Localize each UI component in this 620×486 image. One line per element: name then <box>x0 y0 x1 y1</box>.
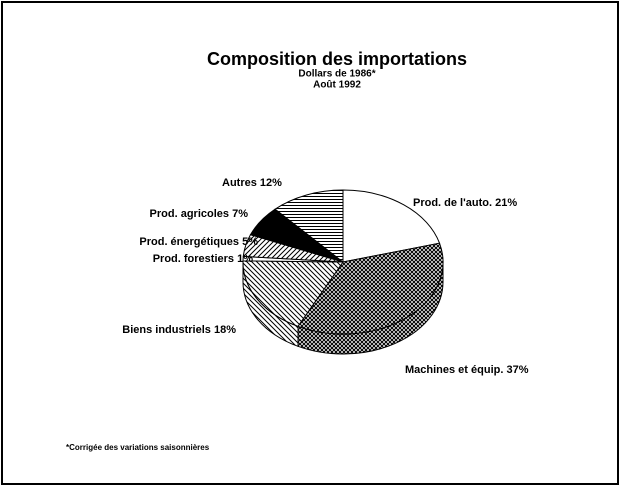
value-label: 37% <box>506 364 528 376</box>
category-name: Prod. agricoles <box>150 208 229 220</box>
value-label: 1% <box>237 253 253 265</box>
category-name: Autres <box>222 177 257 189</box>
pie <box>242 189 444 355</box>
slice-label: Biens industriels 18% <box>122 324 236 336</box>
value-label: 7% <box>232 208 248 220</box>
slice <box>274 189 344 264</box>
slice-label: Prod. agricoles 7% <box>150 208 249 220</box>
value-label: 12% <box>260 177 282 189</box>
value-label: 5% <box>242 236 258 248</box>
footnote: *Corrigée des variations saisonnières <box>66 443 210 452</box>
slice-label: Prod. forestiers 1% <box>153 253 253 265</box>
slice-label: Autres 12% <box>222 177 282 189</box>
slice-label: Machines et équip. 37% <box>405 364 529 376</box>
value-label: 21% <box>495 197 517 209</box>
category-name: Prod. forestiers <box>153 253 234 265</box>
slice-label: Prod. de l'auto. 21% <box>413 197 517 209</box>
slice <box>342 189 441 263</box>
category-name: Prod. énergétiques <box>139 236 239 248</box>
labels: Prod. de l'auto. 21% Machines et équip. 3… <box>122 177 528 376</box>
slice <box>297 242 444 335</box>
subtitle: Août 1992 <box>313 80 361 91</box>
category-name: Machines et équip. <box>405 364 503 376</box>
subtitle: Dollars de 1986* <box>298 69 375 80</box>
value-label: 18% <box>214 324 236 336</box>
slice-label: Prod. énergétiques 5% <box>139 236 258 248</box>
category-name: Biens industriels <box>122 324 211 336</box>
category-name: Prod. de l'auto. <box>413 197 492 209</box>
slice <box>242 260 344 327</box>
chart-title: Composition des importations <box>207 49 467 69</box>
